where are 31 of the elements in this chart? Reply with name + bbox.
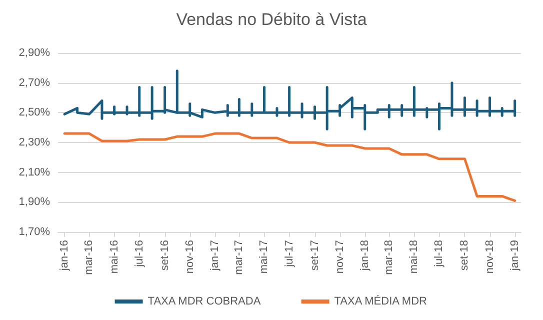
y-tick-label: 2,70% (18, 76, 50, 89)
x-tick-label: jan-16 (58, 240, 71, 272)
x-tick-label: jan-19 (508, 240, 521, 272)
x-tick-label: jan-18 (358, 240, 371, 272)
y-tick-label: 2,10% (18, 166, 50, 178)
x-tick-label: jul-18 (433, 240, 446, 268)
y-tick-label: 1,70% (18, 226, 50, 238)
x-tick-label: mar-16 (83, 240, 96, 275)
x-tick-label: jul-16 (133, 240, 146, 268)
x-tick-label: mai-16 (108, 240, 120, 274)
chart-title: Vendas no Débito à Vista (176, 10, 368, 29)
x-tick-label: mar-18 (383, 240, 396, 275)
x-tick-label: nov-16 (184, 240, 196, 274)
line-series (63, 132, 516, 202)
x-tick-label: jan-17 (208, 240, 221, 272)
y-tick-label: 2,30% (18, 136, 50, 148)
x-tick-label: mar-17 (233, 240, 246, 275)
x-tick-label: jul-17 (283, 240, 296, 268)
x-tick-label: set-18 (458, 240, 471, 271)
x-tick-label: nov-17 (334, 240, 346, 274)
x-tick-label: mai-18 (408, 240, 420, 274)
x-tick-label: set-16 (158, 240, 171, 271)
legend-label: TAXA MDR COBRADA (148, 296, 262, 308)
x-tick-label: set-17 (308, 240, 321, 271)
x-tick-label: nov-18 (484, 240, 496, 274)
line-series (63, 70, 516, 130)
x-tick-label: mai-17 (258, 240, 270, 274)
y-tick-label: 2,90% (18, 47, 50, 59)
y-tick-label: 1,90% (18, 196, 50, 208)
legend-label: TAXA MÉDIA MDR (334, 294, 428, 308)
y-tick-label: 2,50% (18, 106, 50, 119)
